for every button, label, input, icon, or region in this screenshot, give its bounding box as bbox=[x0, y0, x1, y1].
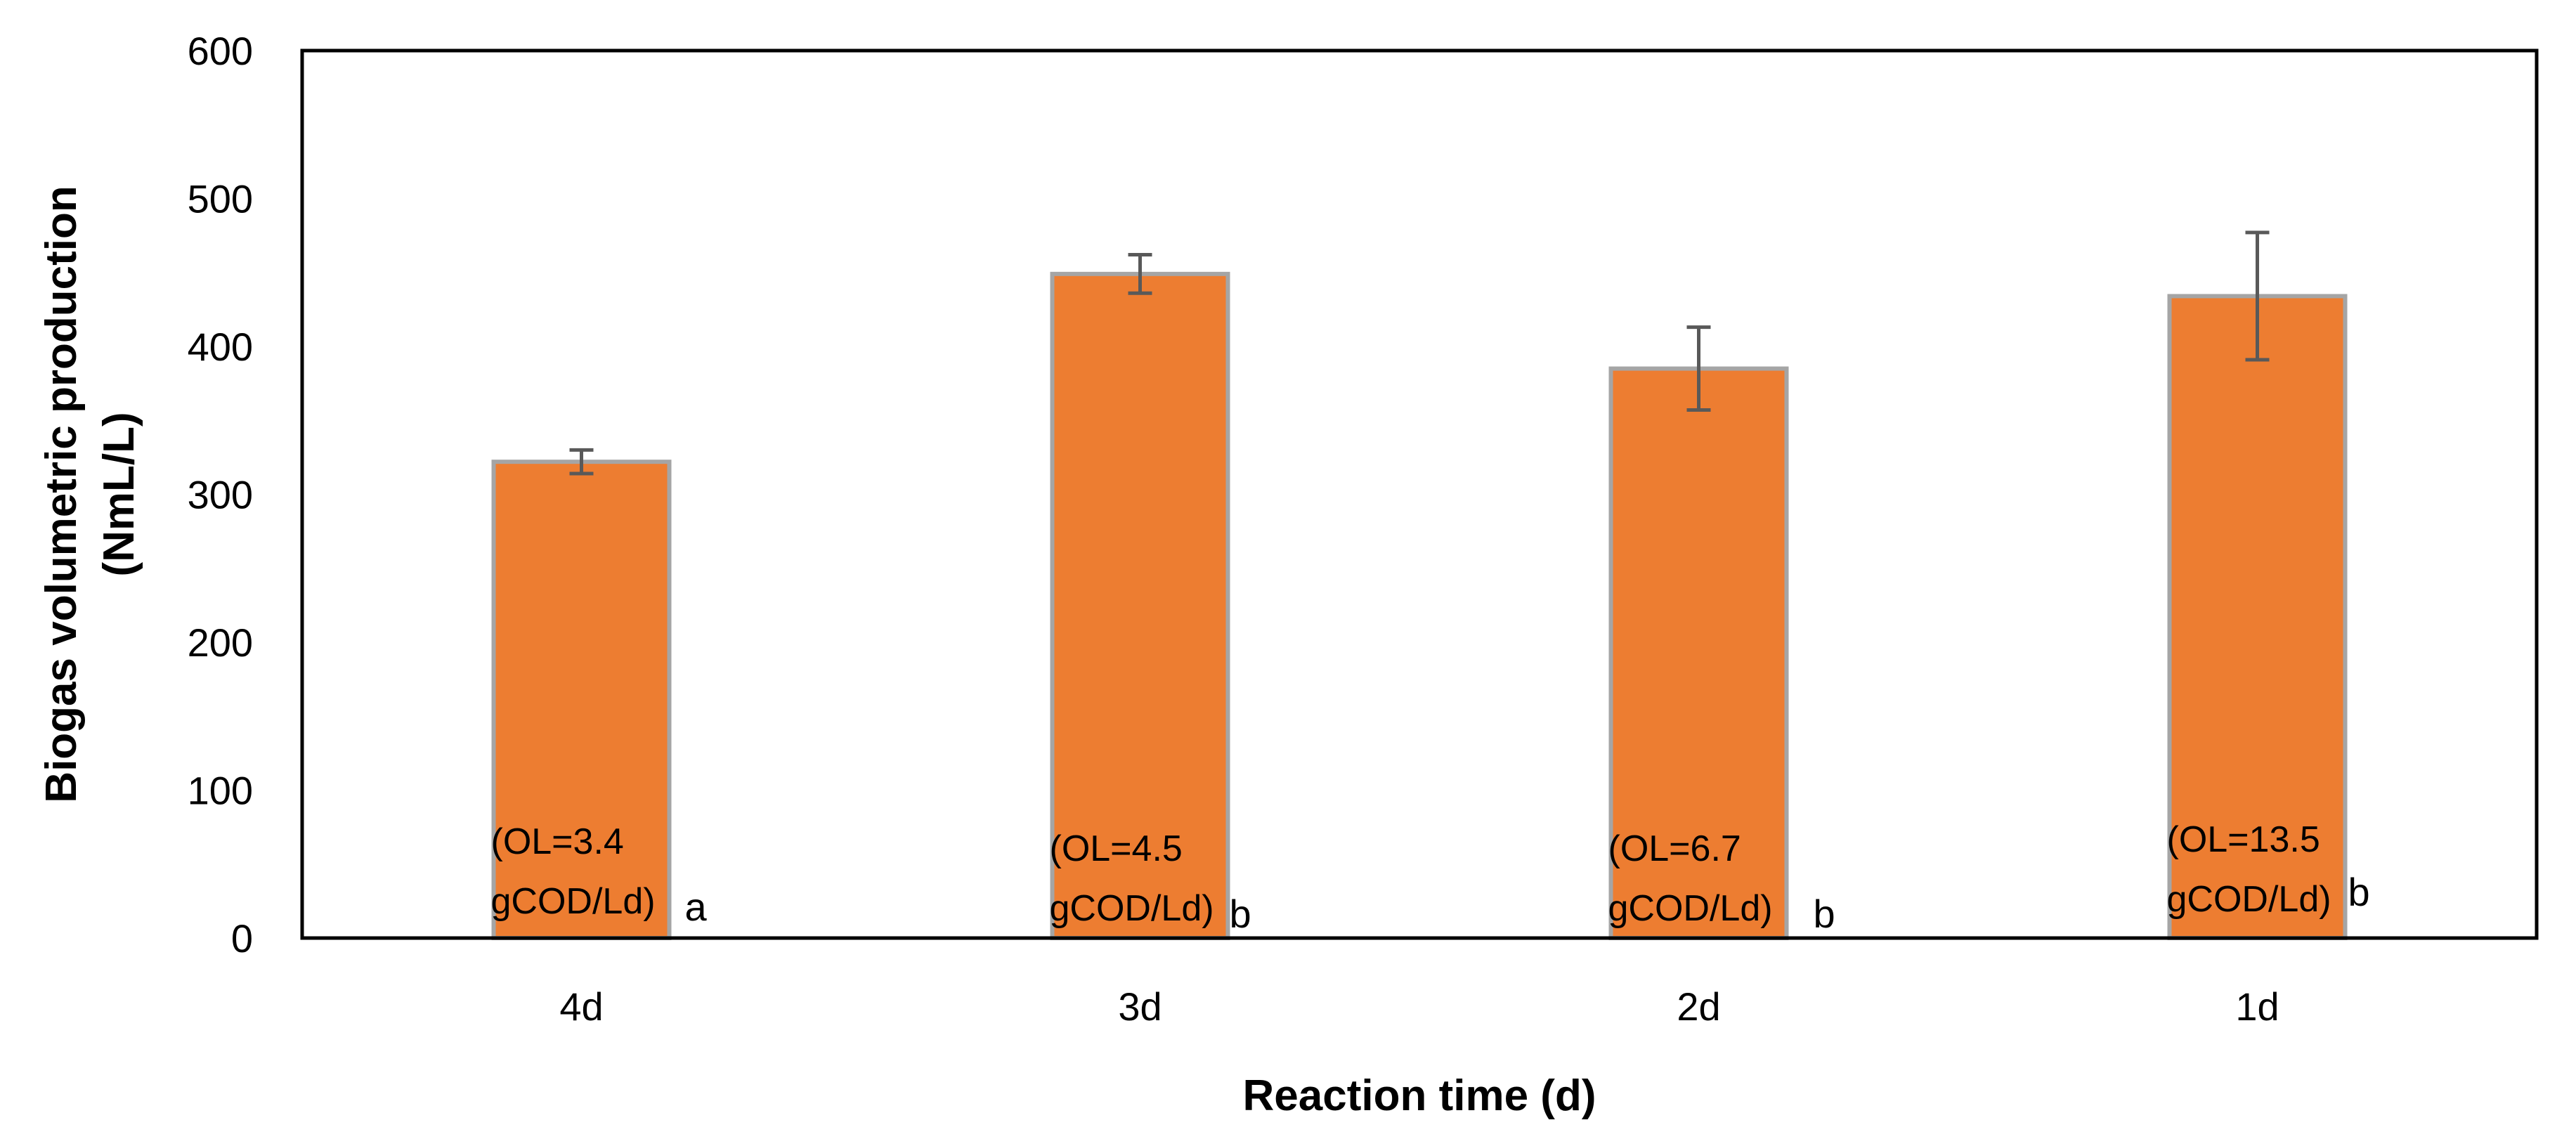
x-tick-label: 3d bbox=[1118, 984, 1162, 1029]
significance-letter: b bbox=[1814, 892, 1835, 936]
bar-annotation-line1: (OL=3.4 bbox=[491, 821, 624, 862]
bar-annotation-line2: gCOD/Ld) bbox=[491, 881, 656, 922]
x-tick-label: 2d bbox=[1677, 984, 1720, 1029]
significance-letter: a bbox=[685, 885, 708, 929]
y-tick-label: 200 bbox=[188, 620, 253, 665]
y-axis-title-line1: Biogas volumetric production bbox=[37, 186, 86, 802]
y-tick-label: 500 bbox=[188, 177, 253, 221]
error-bar-2d bbox=[1686, 325, 1711, 412]
bar-annotation-line2: gCOD/Ld) bbox=[1608, 888, 1773, 929]
bar-annotation-line2: gCOD/Ld) bbox=[2167, 879, 2331, 920]
error-bar-1d bbox=[2245, 230, 2270, 362]
y-tick-label: 600 bbox=[188, 29, 253, 73]
error-bar-3d bbox=[1128, 252, 1152, 295]
bar-annotation-line2: gCOD/Ld) bbox=[1050, 888, 1214, 929]
significance-letter: b bbox=[1230, 892, 1251, 936]
x-tick-label: 4d bbox=[559, 984, 603, 1029]
bar-annotation-line1: (OL=13.5 bbox=[2167, 819, 2320, 860]
x-tick-label: 1d bbox=[2235, 984, 2279, 1029]
y-axis-ticks: 0 100 200 300 400 500 600 bbox=[188, 29, 253, 961]
y-tick-label: 400 bbox=[188, 325, 253, 369]
significance-letter: b bbox=[2348, 870, 2370, 914]
y-axis-title-line2: (NmL/L) bbox=[95, 412, 143, 576]
x-axis-ticks: 4d 3d 2d 1d bbox=[559, 984, 2279, 1029]
bar-annotation-line1: (OL=4.5 bbox=[1050, 828, 1183, 869]
error-bars bbox=[569, 230, 2270, 476]
bar-2d bbox=[1608, 366, 1789, 940]
bar-annotations: (OL=3.4 gCOD/Ld) a (OL=4.5 gCOD/Ld) b (OL=6.7 g… bbox=[491, 819, 2370, 936]
bars bbox=[491, 271, 2348, 941]
error-bar-4d bbox=[569, 448, 594, 476]
x-axis-title: Reaction time (d) bbox=[1243, 1072, 1596, 1120]
bar-3d bbox=[1050, 271, 1230, 941]
y-tick-label: 100 bbox=[188, 769, 253, 813]
y-tick-label: 300 bbox=[188, 473, 253, 517]
bar-4d bbox=[491, 460, 672, 940]
bar-annotation-line1: (OL=6.7 bbox=[1608, 828, 1741, 869]
y-tick-label: 0 bbox=[231, 916, 253, 961]
plot-area-frame bbox=[300, 48, 2539, 940]
